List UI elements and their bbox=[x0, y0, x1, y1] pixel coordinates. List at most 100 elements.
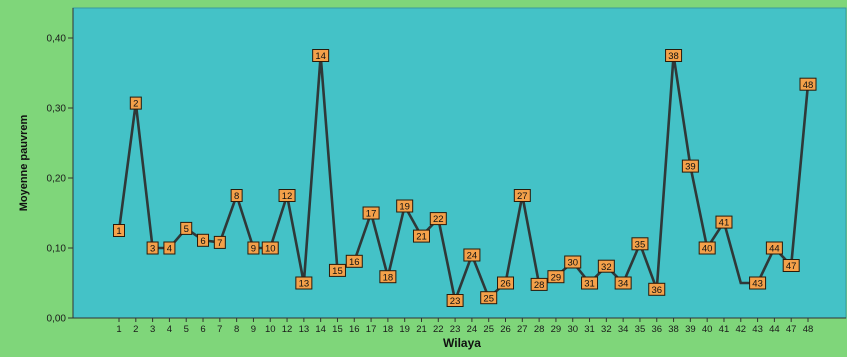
x-tick-label: 29 bbox=[551, 324, 562, 335]
x-tick-label: 3 bbox=[150, 324, 155, 335]
data-point: 14 bbox=[312, 49, 330, 62]
x-tick-label: 8 bbox=[234, 324, 239, 335]
data-point-label: 8 bbox=[234, 191, 239, 202]
data-point-label: 4 bbox=[167, 244, 172, 255]
x-tick-label: 44 bbox=[769, 324, 780, 335]
x-tick-label: 10 bbox=[265, 324, 276, 335]
x-tick-label: 5 bbox=[184, 324, 189, 335]
data-point-label: 43 bbox=[752, 279, 763, 290]
data-point-marker bbox=[530, 277, 548, 291]
x-tick-label: 35 bbox=[635, 324, 646, 335]
x-tick-label: 17 bbox=[366, 324, 377, 335]
data-point-label: 34 bbox=[618, 279, 629, 290]
data-point: 34 bbox=[614, 276, 632, 290]
data-point: 41 bbox=[715, 215, 733, 229]
data-point-label: 28 bbox=[534, 280, 545, 291]
data-point-marker bbox=[247, 241, 260, 255]
data-point-label: 48 bbox=[803, 80, 814, 91]
series-line bbox=[117, 55, 810, 306]
data-point: 29 bbox=[547, 270, 565, 283]
x-tick-label: 19 bbox=[399, 324, 410, 335]
data-point-marker bbox=[213, 235, 226, 249]
data-point-marker bbox=[581, 276, 599, 290]
data-point-label: 32 bbox=[601, 262, 612, 273]
data-point: 15 bbox=[328, 263, 346, 277]
data-point-label: 17 bbox=[366, 209, 377, 220]
data-point-marker bbox=[312, 49, 330, 62]
data-point-label: 16 bbox=[349, 257, 360, 268]
data-point-labels: 123 456 789 1012131415161718192122232425262… bbox=[113, 49, 817, 307]
data-point-label: 12 bbox=[282, 191, 293, 202]
x-tick-label: 6 bbox=[200, 324, 205, 335]
x-tick-label: 39 bbox=[685, 324, 696, 335]
data-point-marker bbox=[597, 259, 615, 273]
data-point-label: 26 bbox=[500, 279, 511, 290]
x-tick-label: 1 bbox=[116, 324, 121, 335]
x-tick-label: 7 bbox=[217, 324, 222, 335]
x-tick-label: 34 bbox=[618, 324, 629, 335]
data-point-label: 2 bbox=[133, 99, 138, 110]
data-point-label: 21 bbox=[416, 232, 427, 243]
data-point-marker bbox=[698, 241, 716, 255]
data-point-label: 24 bbox=[467, 251, 478, 262]
data-point: 38 bbox=[665, 49, 683, 62]
x-tick-label: 14 bbox=[315, 324, 326, 335]
data-point-marker bbox=[412, 229, 430, 243]
x-tick-label: 25 bbox=[483, 324, 494, 335]
data-point: 8 bbox=[230, 189, 243, 202]
x-tick-label: 22 bbox=[433, 324, 444, 335]
data-point-marker bbox=[480, 291, 498, 305]
data-point-marker bbox=[345, 254, 363, 268]
data-point: 27 bbox=[513, 189, 531, 202]
data-point-marker bbox=[463, 248, 481, 262]
data-point: 9 bbox=[247, 241, 260, 255]
data-point-label: 25 bbox=[483, 293, 494, 304]
x-tick-label: 30 bbox=[567, 324, 578, 335]
data-point: 23 bbox=[446, 294, 464, 307]
x-tick-label: 40 bbox=[702, 324, 713, 335]
y-axis: 0,00 0,10 0,20 0,30 0,40 bbox=[47, 8, 74, 325]
x-tick-label: 36 bbox=[651, 324, 662, 335]
data-point-marker bbox=[379, 270, 397, 284]
data-point: 24 bbox=[463, 248, 481, 262]
x-tick-label: 21 bbox=[416, 324, 427, 335]
x-tick-label: 43 bbox=[752, 324, 763, 335]
data-point-marker bbox=[328, 263, 346, 277]
data-point-marker bbox=[278, 189, 296, 202]
x-tick-label: 48 bbox=[803, 324, 814, 335]
x-tick-label: 41 bbox=[719, 324, 730, 335]
data-point-marker bbox=[113, 224, 125, 237]
x-tick-label: 42 bbox=[735, 324, 746, 335]
data-point: 13 bbox=[295, 276, 313, 290]
data-point-label: 31 bbox=[584, 279, 595, 290]
y-tick-label: 0,40 bbox=[47, 34, 67, 45]
data-point-marker bbox=[749, 276, 767, 290]
data-point: 31 bbox=[581, 276, 599, 290]
data-point: 1 bbox=[113, 224, 125, 237]
data-point-label: 9 bbox=[251, 244, 256, 255]
data-point-marker bbox=[681, 159, 699, 173]
data-point-label: 47 bbox=[786, 261, 797, 272]
data-point-label: 1 bbox=[116, 226, 121, 237]
data-point-label: 35 bbox=[635, 239, 646, 250]
data-point: 6 bbox=[197, 233, 210, 247]
x-tick-label: 47 bbox=[786, 324, 797, 335]
data-point: 5 bbox=[180, 221, 193, 235]
data-point-label: 44 bbox=[769, 244, 780, 255]
data-point-label: 38 bbox=[668, 51, 679, 62]
y-tick-label: 0,00 bbox=[47, 314, 67, 325]
data-point-label: 30 bbox=[567, 258, 578, 269]
data-point-label: 10 bbox=[265, 244, 276, 255]
data-point-label: 5 bbox=[184, 224, 189, 235]
data-point-marker bbox=[429, 212, 447, 226]
data-point: 18 bbox=[379, 270, 397, 284]
x-tick-label: 9 bbox=[251, 324, 256, 335]
x-tick-label: 24 bbox=[467, 324, 478, 335]
data-point-marker bbox=[396, 199, 414, 213]
x-tick-label: 13 bbox=[299, 324, 310, 335]
data-point-marker bbox=[180, 221, 193, 235]
data-point-marker bbox=[648, 282, 666, 296]
data-point-marker bbox=[765, 241, 783, 255]
